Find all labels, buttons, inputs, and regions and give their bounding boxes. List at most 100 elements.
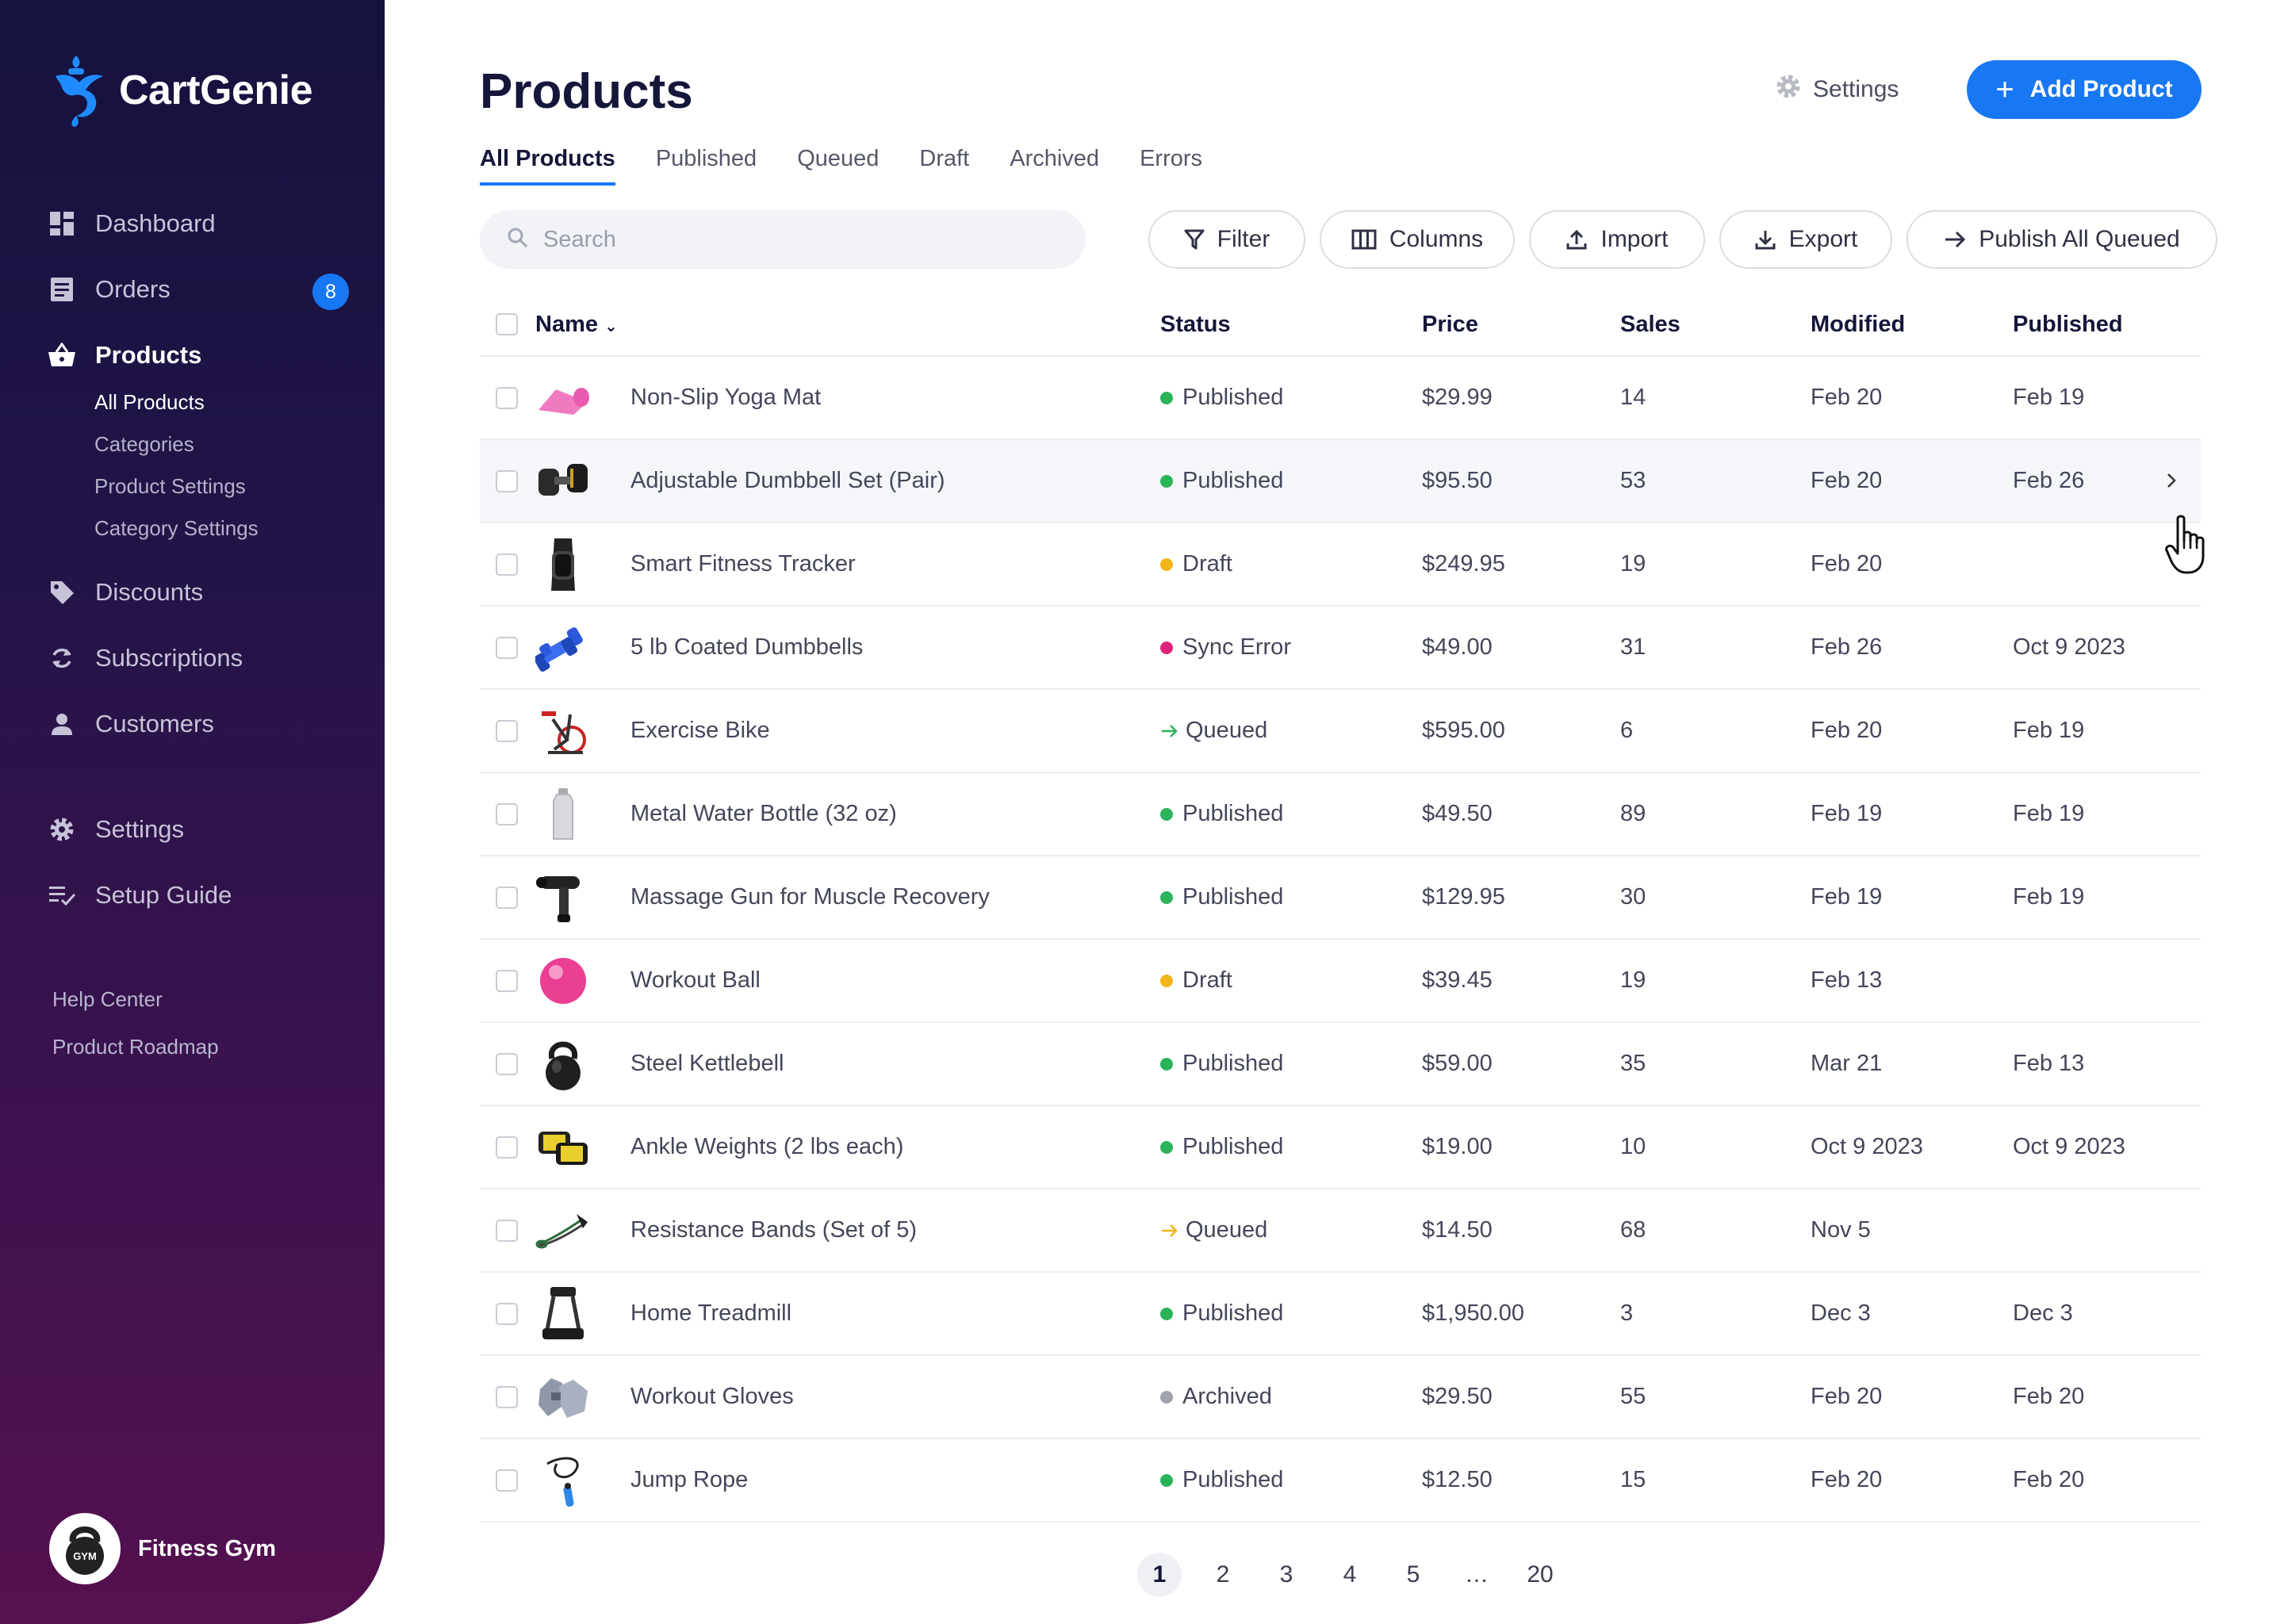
modified-cell: Feb 20 <box>1811 1384 1883 1409</box>
row-checkbox[interactable] <box>496 636 518 659</box>
product-name[interactable]: Non-Slip Yoga Mat <box>630 385 822 410</box>
row-checkbox[interactable] <box>496 1052 518 1075</box>
row-checkbox[interactable] <box>496 1136 518 1159</box>
product-name[interactable]: Massage Gun for Muscle Recovery <box>630 884 990 910</box>
tab-all-products[interactable]: All Products <box>480 146 615 186</box>
sidebar-item-orders[interactable]: Orders 8 <box>48 256 349 322</box>
table-row[interactable]: 5 lb Coated Dumbbells Sync Error $49.00 31 F… <box>480 607 2201 690</box>
product-name[interactable]: Adjustable Dumbbell Set (Pair) <box>630 468 945 493</box>
refresh-icon <box>48 644 76 672</box>
table-row[interactable]: Workout Gloves Archived $29.50 55 Feb 20 Feb … <box>480 1356 2201 1439</box>
table-row[interactable]: Steel Kettlebell Published $59.00 35 Mar 21 F… <box>480 1023 2201 1106</box>
column-header-status[interactable]: Status <box>1160 311 1231 337</box>
tab-archived[interactable]: Archived <box>1010 146 1100 171</box>
product-name[interactable]: Steel Kettlebell <box>630 1051 784 1076</box>
product-name[interactable]: Ankle Weights (2 lbs each) <box>630 1134 904 1159</box>
columns-icon <box>1351 229 1377 250</box>
page-button[interactable]: 2 <box>1216 1561 1230 1588</box>
export-button[interactable]: Export <box>1719 210 1892 269</box>
table-row[interactable]: Massage Gun for Muscle Recovery Published… <box>480 856 2201 940</box>
columns-button[interactable]: Columns <box>1320 210 1515 269</box>
sidebar-item-setup-guide[interactable]: Setup Guide <box>48 862 349 928</box>
account-switcher[interactable]: GYM Fitness Gym <box>49 1513 276 1584</box>
download-icon <box>1754 228 1776 251</box>
row-checkbox[interactable] <box>496 802 518 825</box>
product-name[interactable]: Jump Rope <box>630 1467 749 1492</box>
subnav-item-all-products[interactable]: All Products <box>94 390 205 414</box>
product-name[interactable]: Workout Ball <box>630 967 761 993</box>
sidebar-item-subscriptions[interactable]: Subscriptions <box>48 625 349 691</box>
select-all-checkbox[interactable] <box>496 313 518 335</box>
chevron-right-icon[interactable] <box>2166 470 2177 496</box>
subnav-item-category-settings[interactable]: Category Settings <box>94 516 259 540</box>
price-cell: $49.00 <box>1422 634 1493 660</box>
massage-gun-thumbnail-icon <box>535 870 591 925</box>
sales-cell: 19 <box>1620 551 1646 576</box>
blue-dumbbells-thumbnail-icon <box>535 620 591 676</box>
filter-button[interactable]: Filter <box>1148 210 1305 269</box>
row-checkbox[interactable] <box>496 969 518 992</box>
product-name[interactable]: Exercise Bike <box>630 718 770 743</box>
sidebar-item-products[interactable]: Products <box>48 322 349 388</box>
tab-published[interactable]: Published <box>655 146 757 171</box>
product-name[interactable]: Metal Water Bottle (32 oz) <box>630 801 897 826</box>
status-dot-icon <box>1160 1307 1173 1320</box>
status-text: Sync Error <box>1182 634 1291 660</box>
table-row[interactable]: Exercise Bike Queued $595.00 6 Feb 20 Feb 19 <box>480 690 2201 773</box>
price-cell: $12.50 <box>1422 1467 1493 1492</box>
add-product-button[interactable]: + Add Product <box>1967 60 2202 119</box>
table-row[interactable]: Non-Slip Yoga Mat Published $29.99 14 Feb 20… <box>480 357 2201 440</box>
table-row[interactable]: Jump Rope Published $12.50 15 Feb 20 Feb 20 <box>480 1439 2201 1522</box>
import-button[interactable]: Import <box>1529 210 1705 269</box>
search-input[interactable] <box>543 226 1019 253</box>
product-name[interactable]: Smart Fitness Tracker <box>630 551 856 576</box>
row-checkbox[interactable] <box>496 1385 518 1408</box>
column-header-name[interactable]: Name ⌄ <box>535 311 618 337</box>
subnav-item-product-settings[interactable]: Product Settings <box>94 474 246 498</box>
row-checkbox[interactable] <box>496 469 518 492</box>
product-roadmap-link[interactable]: Product Roadmap <box>52 1035 219 1059</box>
page-button[interactable]: 3 <box>1279 1561 1293 1588</box>
tab-queued[interactable]: Queued <box>797 146 879 171</box>
table-row[interactable]: Workout Ball Draft $39.45 19 Feb 13 <box>480 940 2201 1023</box>
help-center-link[interactable]: Help Center <box>52 987 163 1011</box>
row-checkbox[interactable] <box>496 719 518 742</box>
tab-draft[interactable]: Draft <box>919 146 970 171</box>
row-checkbox[interactable] <box>496 386 518 409</box>
column-header-published[interactable]: Published <box>2013 311 2123 337</box>
product-name[interactable]: Resistance Bands (Set of 5) <box>630 1217 918 1243</box>
column-header-modified[interactable]: Modified <box>1811 311 1906 337</box>
row-checkbox[interactable] <box>496 886 518 909</box>
table-row[interactable]: Smart Fitness Tracker Draft $249.95 19 Feb 2… <box>480 523 2201 607</box>
sidebar-item-dashboard[interactable]: Dashboard <box>48 190 349 256</box>
column-header-sales[interactable]: Sales <box>1620 311 1680 337</box>
row-checkbox[interactable] <box>496 1302 518 1325</box>
page-button[interactable]: 20 <box>1527 1561 1554 1588</box>
tab-errors[interactable]: Errors <box>1140 146 1203 171</box>
product-name[interactable]: Workout Gloves <box>630 1384 794 1409</box>
product-name[interactable]: Home Treadmill <box>630 1300 792 1326</box>
subnav-item-categories[interactable]: Categories <box>94 432 194 456</box>
sales-cell: 30 <box>1620 884 1646 910</box>
table-row[interactable]: Metal Water Bottle (32 oz) Published $49.5… <box>480 773 2201 856</box>
row-checkbox[interactable] <box>496 553 518 576</box>
settings-button[interactable]: Settings <box>1775 73 1899 106</box>
table-row[interactable]: Resistance Bands (Set of 5) Queued $14.50 6… <box>480 1189 2201 1273</box>
row-checkbox[interactable] <box>496 1219 518 1242</box>
publish-all-queued-button[interactable]: Publish All Queued <box>1907 210 2217 269</box>
table-row[interactable]: Adjustable Dumbbell Set (Pair) Published $… <box>480 440 2201 523</box>
page-button[interactable]: 4 <box>1343 1561 1357 1588</box>
table-row[interactable]: Ankle Weights (2 lbs each) Published $19.0… <box>480 1106 2201 1189</box>
sidebar-item-discounts[interactable]: Discounts <box>48 559 349 625</box>
price-cell: $1,950.00 <box>1422 1300 1525 1326</box>
publish-all-label: Publish All Queued <box>1979 226 2180 252</box>
sidebar-item-settings[interactable]: Settings <box>48 796 349 862</box>
row-checkbox[interactable] <box>496 1469 518 1492</box>
column-header-price[interactable]: Price <box>1422 311 1478 337</box>
brand[interactable]: CartGenie <box>48 52 313 128</box>
sidebar-item-customers[interactable]: Customers <box>48 691 349 756</box>
page-button[interactable]: 1 <box>1137 1553 1182 1597</box>
page-button[interactable]: 5 <box>1406 1561 1420 1588</box>
product-name[interactable]: 5 lb Coated Dumbbells <box>630 634 864 660</box>
table-row[interactable]: Home Treadmill Published $1,950.00 3 Dec 3 De… <box>480 1273 2201 1356</box>
